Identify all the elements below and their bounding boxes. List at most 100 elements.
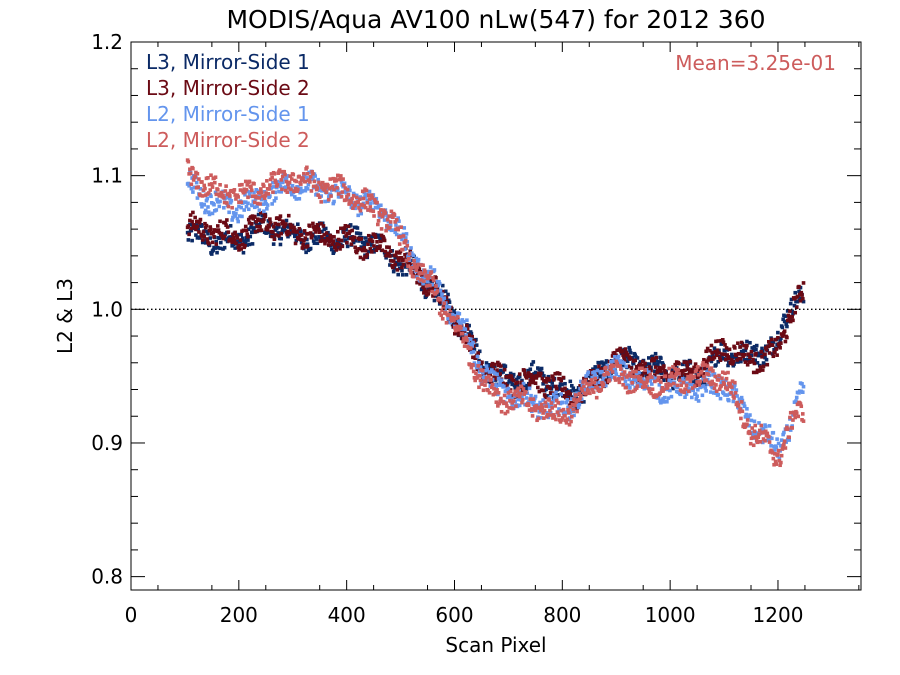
data-point <box>767 351 772 355</box>
data-point <box>629 374 634 379</box>
data-point <box>342 230 346 235</box>
data-point <box>231 236 236 240</box>
data-point <box>714 339 718 344</box>
data-point <box>519 384 524 389</box>
data-point <box>684 383 689 388</box>
data-point <box>428 265 433 269</box>
data-point <box>683 387 688 391</box>
data-point <box>750 359 755 364</box>
data-point <box>652 358 656 363</box>
data-point <box>465 327 470 331</box>
data-point <box>603 368 607 373</box>
data-point <box>748 441 753 446</box>
data-point <box>539 402 544 407</box>
data-point <box>670 368 674 372</box>
data-point <box>640 382 644 387</box>
data-point <box>617 380 622 385</box>
data-point <box>538 373 542 378</box>
data-point <box>292 189 296 194</box>
data-point <box>718 396 723 401</box>
data-point <box>480 382 484 386</box>
data-point <box>508 377 512 382</box>
data-point <box>219 240 223 245</box>
data-point <box>600 384 605 388</box>
data-point <box>601 361 606 366</box>
chart-title: MODIS/Aqua AV100 nLw(547) for 2012 360 <box>226 5 765 34</box>
data-point <box>800 382 804 386</box>
data-point <box>486 388 490 393</box>
data-point <box>440 283 445 288</box>
data-point <box>493 383 498 387</box>
data-point <box>599 387 604 392</box>
data-point <box>529 375 534 380</box>
data-point <box>640 366 644 371</box>
data-point <box>338 247 342 251</box>
data-point <box>708 348 712 353</box>
data-point <box>368 205 373 209</box>
data-point <box>241 200 246 204</box>
data-point <box>737 409 742 414</box>
data-point <box>453 331 457 336</box>
data-point <box>266 192 271 196</box>
data-point <box>369 193 374 197</box>
data-point <box>277 225 281 229</box>
data-point <box>526 368 530 373</box>
data-point <box>743 424 748 429</box>
data-point <box>694 368 699 372</box>
data-point <box>240 214 244 219</box>
data-point <box>709 366 714 370</box>
data-point <box>326 243 331 247</box>
data-point <box>228 224 233 228</box>
data-point <box>331 239 336 243</box>
data-point <box>579 393 583 398</box>
data-point <box>779 453 784 458</box>
data-point <box>557 384 562 389</box>
data-point <box>584 376 588 380</box>
data-point <box>346 224 351 229</box>
data-point <box>208 188 213 192</box>
data-point <box>430 287 434 291</box>
data-point <box>638 384 643 389</box>
data-point <box>494 385 499 389</box>
data-point <box>318 239 323 243</box>
data-point <box>656 368 660 373</box>
data-point <box>194 180 199 185</box>
data-point <box>743 360 748 364</box>
data-point <box>403 247 407 251</box>
plot-points <box>185 158 806 468</box>
data-point <box>314 237 319 241</box>
data-point <box>357 203 361 207</box>
data-point <box>745 343 749 348</box>
data-point <box>385 245 389 249</box>
data-point <box>228 200 233 205</box>
data-point <box>539 366 544 371</box>
data-point <box>282 169 287 174</box>
data-point <box>289 190 293 194</box>
data-point <box>206 176 210 180</box>
data-point <box>434 284 438 288</box>
data-point <box>326 237 330 242</box>
data-point <box>690 386 695 390</box>
data-point <box>554 417 558 422</box>
data-point <box>504 374 508 379</box>
data-point <box>299 233 304 237</box>
data-point <box>233 214 237 218</box>
data-point <box>376 222 380 227</box>
data-point <box>649 391 653 396</box>
data-point <box>771 430 776 435</box>
data-point <box>497 362 502 367</box>
data-point <box>711 353 715 358</box>
data-point <box>674 373 678 377</box>
data-point <box>637 370 641 375</box>
data-point <box>488 372 493 377</box>
data-point <box>292 195 297 199</box>
data-point <box>771 456 776 461</box>
data-point <box>216 224 220 228</box>
data-point <box>246 195 250 200</box>
data-point <box>652 361 656 366</box>
data-point <box>322 182 327 187</box>
data-point <box>306 182 311 187</box>
data-point <box>263 214 268 219</box>
data-point <box>669 394 674 399</box>
data-point <box>683 372 688 377</box>
